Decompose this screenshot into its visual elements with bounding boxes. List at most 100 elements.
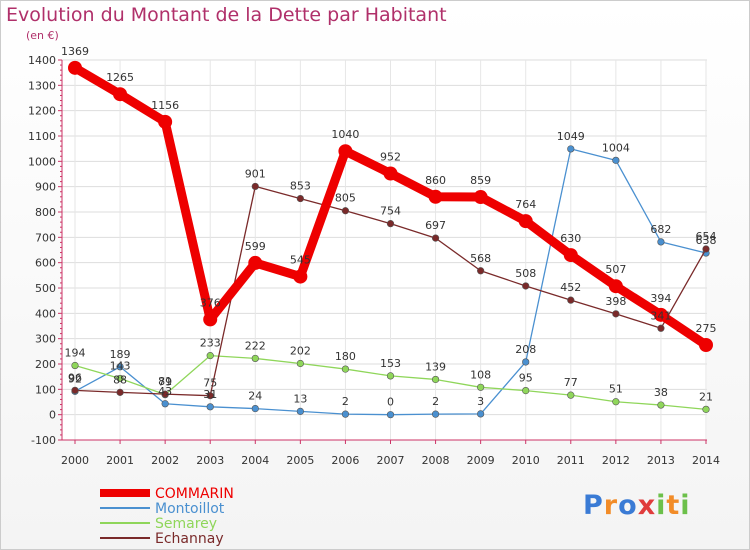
data-point (71, 386, 79, 394)
data-label: 75 (203, 377, 217, 390)
data-label: 1040 (331, 128, 359, 141)
legend-label: Semarey (155, 516, 217, 532)
x-tick-label: 2007 (377, 454, 405, 467)
x-tick-label: 2000 (61, 454, 89, 467)
y-tick-label: 400 (35, 307, 56, 320)
data-label: 96 (68, 371, 82, 384)
data-label: 1049 (557, 130, 585, 143)
x-tick-label: 2008 (422, 454, 450, 467)
data-label: 3 (477, 395, 484, 408)
data-label: 545 (290, 254, 311, 267)
data-point (608, 279, 623, 294)
data-point (702, 245, 710, 253)
x-tick-label: 2005 (286, 454, 314, 467)
data-label: 2 (432, 395, 439, 408)
data-point (522, 387, 530, 395)
x-tick-label: 2009 (467, 454, 495, 467)
x-tick-label: 2003 (196, 454, 224, 467)
data-label: 1369 (61, 45, 89, 58)
data-point (477, 410, 485, 418)
logo-letter: x (637, 490, 657, 521)
data-point (657, 324, 665, 332)
data-point (612, 398, 620, 406)
data-label: 31 (203, 388, 217, 401)
data-label: 153 (380, 357, 401, 370)
data-label: 95 (519, 372, 533, 385)
x-tick-label: 2014 (692, 454, 720, 467)
logo-letter: i (680, 490, 691, 521)
data-point (383, 166, 398, 181)
data-point (113, 87, 128, 102)
data-label: 275 (696, 322, 717, 335)
data-label: 452 (560, 281, 581, 294)
data-point (161, 390, 169, 398)
data-point (612, 156, 620, 164)
data-label: 139 (425, 360, 446, 373)
data-point (251, 354, 259, 363)
data-point (522, 282, 530, 290)
data-label: 901 (245, 167, 266, 180)
logo-letter: o (618, 490, 638, 521)
data-point (431, 234, 440, 242)
data-point (206, 392, 214, 400)
data-label: 952 (380, 150, 401, 163)
x-tick-label: 2013 (647, 454, 675, 467)
data-point (386, 411, 395, 419)
y-tick-label: -100 (31, 434, 56, 447)
data-point (338, 144, 353, 159)
y-tick-label: 1300 (28, 79, 56, 92)
y-tick-label: 0 (49, 409, 56, 422)
data-label: 21 (699, 390, 713, 403)
legend-label: Montoillot (155, 501, 225, 517)
y-tick-label: 300 (35, 333, 56, 346)
data-label: 754 (380, 205, 401, 218)
data-point (567, 296, 575, 304)
data-label: 24 (248, 390, 262, 403)
data-point (522, 358, 530, 366)
data-label: 0 (387, 396, 394, 409)
data-point (567, 391, 575, 399)
data-label: 599 (245, 240, 266, 253)
y-tick-label: 500 (35, 282, 56, 295)
data-label: 222 (245, 339, 266, 352)
data-point (296, 194, 304, 203)
data-point (206, 352, 214, 360)
logo-letter: P (583, 490, 604, 521)
data-point (386, 372, 395, 380)
legend-label: Echannay (155, 531, 224, 547)
data-label: 92 (68, 372, 82, 385)
data-label: 341 (650, 309, 671, 322)
logo-letter: r (603, 490, 619, 521)
data-label: 2 (342, 395, 349, 408)
data-label: 143 (110, 359, 131, 372)
x-tick-label: 2006 (331, 454, 359, 467)
data-point (248, 255, 263, 270)
data-label: 208 (515, 343, 536, 356)
data-point (431, 375, 440, 384)
data-point (518, 214, 533, 229)
data-point (251, 182, 259, 191)
chart-title: Evolution du Montant de la Dette par Hab… (6, 4, 447, 26)
data-label: 853 (290, 180, 311, 193)
y-tick-label: 600 (35, 257, 56, 270)
data-point (251, 404, 259, 413)
data-label: 376 (200, 296, 221, 309)
y-tick-label: 1400 (28, 54, 56, 67)
data-label: 13 (293, 392, 307, 405)
data-point (68, 60, 82, 75)
data-label: 1265 (106, 71, 134, 84)
unit-label: (en €) (26, 29, 59, 42)
y-tick-label: 1000 (28, 155, 56, 168)
data-label: 88 (113, 373, 127, 386)
data-point (563, 248, 578, 263)
data-point (158, 114, 173, 129)
y-tick-label: 1100 (28, 130, 56, 143)
data-label: 860 (425, 174, 446, 187)
data-label: 180 (335, 350, 356, 363)
data-point (296, 359, 304, 368)
data-point (473, 190, 488, 205)
y-tick-label: 900 (35, 181, 56, 194)
data-point (653, 307, 668, 322)
data-label: 508 (515, 267, 536, 280)
